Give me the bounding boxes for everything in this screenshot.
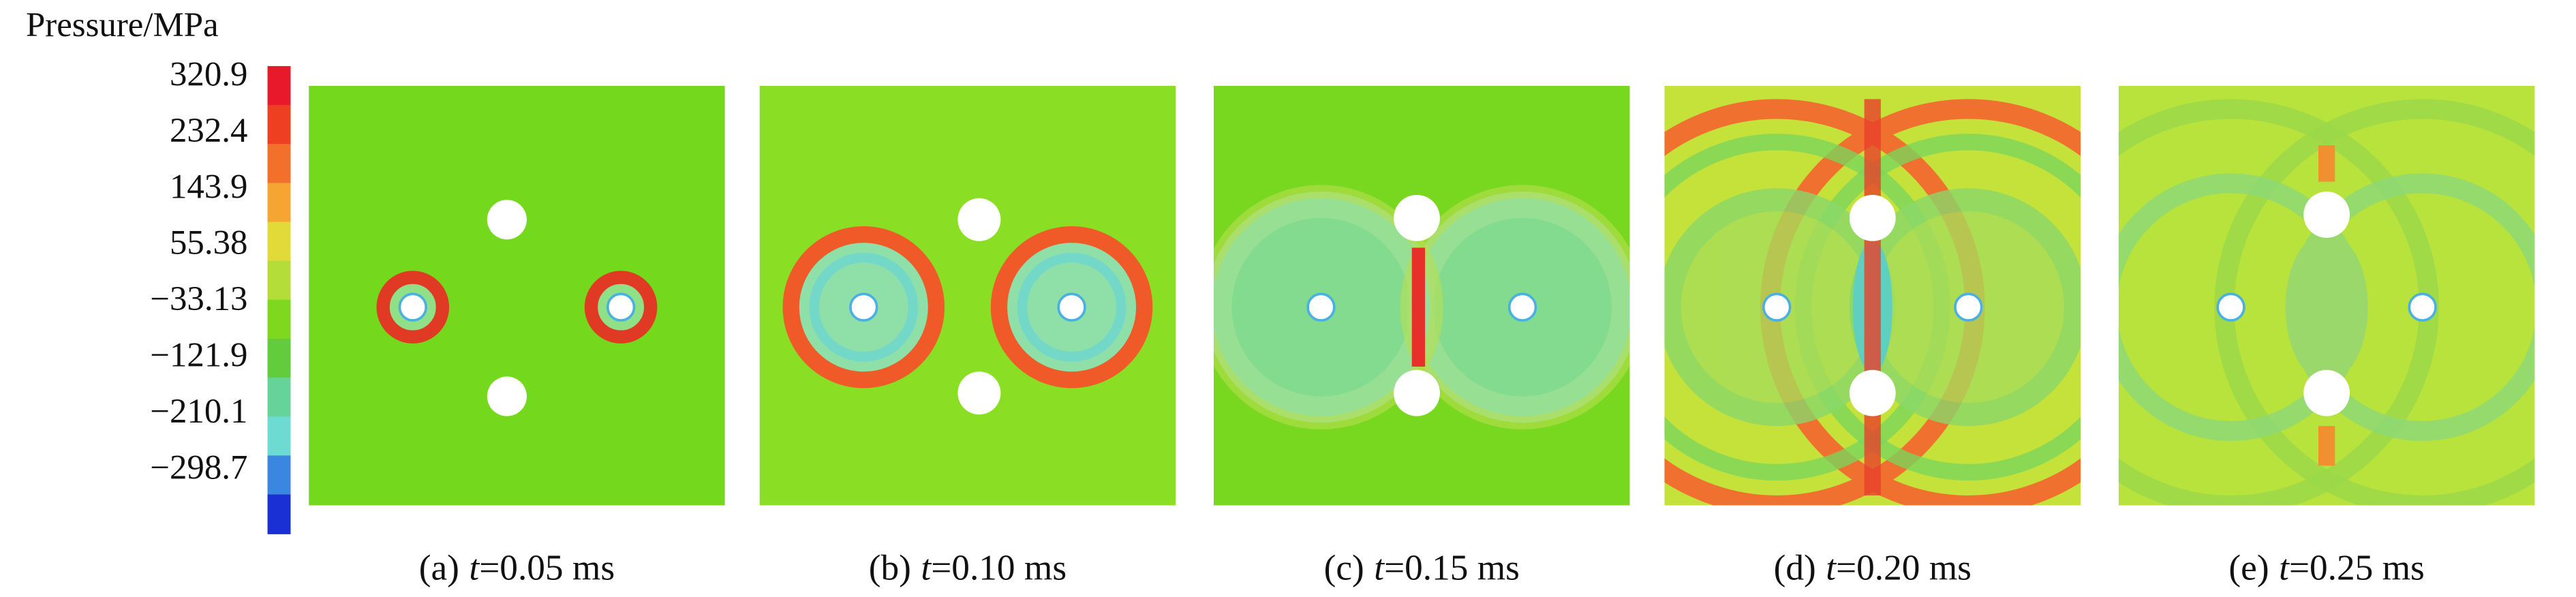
colorbar-tick-label: −298.7 xyxy=(150,448,247,487)
panel-caption: (e) t=0.25 ms xyxy=(2228,548,2424,588)
pressure-front xyxy=(1864,99,1881,495)
hole xyxy=(487,376,527,416)
colorbar-segment xyxy=(267,260,291,301)
hole xyxy=(1849,369,1896,416)
hole xyxy=(2303,192,2350,238)
borehole xyxy=(849,292,878,322)
panel-caption: (b) t=0.10 ms xyxy=(869,548,1067,588)
panel-label: (c) xyxy=(1324,548,1364,588)
colorbar-segment xyxy=(267,105,291,145)
panel-background xyxy=(309,86,725,506)
colorbar-tick-label: −210.1 xyxy=(150,393,247,431)
borehole xyxy=(1954,292,1983,322)
borehole xyxy=(1507,292,1537,322)
pressure-front xyxy=(1400,185,1630,429)
time-variable: t xyxy=(2279,548,2290,588)
hole xyxy=(2303,369,2350,416)
panel-label: (e) xyxy=(2228,548,2269,588)
panel xyxy=(759,86,1176,506)
colorbar-tick-label: 55.38 xyxy=(170,224,247,262)
borehole xyxy=(2216,292,2245,322)
time-value: =0.20 ms xyxy=(1836,548,1972,588)
colorbar-segment xyxy=(267,416,291,457)
borehole xyxy=(2408,292,2437,322)
borehole xyxy=(398,292,427,322)
panel xyxy=(309,86,725,506)
hole xyxy=(957,371,1001,415)
panel-caption: (c) t=0.15 ms xyxy=(1324,548,1520,588)
time-variable: t xyxy=(1374,548,1385,588)
colorbar-tick-label: −33.13 xyxy=(150,280,247,318)
hole xyxy=(1849,194,1896,241)
pressure-front xyxy=(1213,185,1443,429)
pressure-front xyxy=(2285,232,2368,382)
colorbar-segment xyxy=(267,65,291,106)
panel xyxy=(1213,86,1630,506)
colorbar-tick-label: 143.9 xyxy=(170,168,247,206)
panel xyxy=(2118,86,2535,506)
colorbar-segment xyxy=(267,338,291,379)
time-value: =0.15 ms xyxy=(1384,548,1520,588)
panel-caption: (a) t=0.05 ms xyxy=(419,548,615,588)
colorbar-segment xyxy=(267,183,291,223)
panel-label: (d) xyxy=(1774,548,1816,588)
panel xyxy=(1664,86,2081,506)
borehole xyxy=(1306,292,1336,322)
hole xyxy=(1394,369,1440,416)
time-value: =0.05 ms xyxy=(479,548,615,588)
colorbar-title: Pressure/MPa xyxy=(26,6,219,44)
colorbar-segment xyxy=(267,455,291,495)
panel-label: (b) xyxy=(869,548,911,588)
hole xyxy=(1394,194,1440,241)
colorbar-segment xyxy=(267,494,291,534)
hole xyxy=(957,198,1001,241)
pressure-front xyxy=(1411,247,1426,367)
colorbar-segment xyxy=(267,299,291,340)
time-variable: t xyxy=(469,548,480,588)
colorbar-tick-label: −121.9 xyxy=(150,337,247,375)
borehole xyxy=(1762,292,1792,322)
hole xyxy=(487,200,527,240)
panel-caption: (d) t=0.20 ms xyxy=(1774,548,1972,588)
pressure-front xyxy=(2318,145,2335,182)
time-variable: t xyxy=(921,548,932,588)
pressure-front xyxy=(1017,252,1126,362)
colorbar-segment xyxy=(267,221,291,262)
colorbar-segment xyxy=(267,378,291,418)
borehole xyxy=(606,292,636,322)
time-value: =0.10 ms xyxy=(931,548,1067,588)
time-variable: t xyxy=(1826,548,1837,588)
time-value: =0.25 ms xyxy=(2289,548,2425,588)
colorbar-tick-label: 320.9 xyxy=(170,56,247,94)
colorbar-tick-label: 232.4 xyxy=(170,112,247,150)
panel-label: (a) xyxy=(419,548,459,588)
pressure-front xyxy=(2318,426,2335,466)
borehole xyxy=(1057,292,1086,322)
pressure-front xyxy=(809,252,919,362)
colorbar-segment xyxy=(267,144,291,184)
